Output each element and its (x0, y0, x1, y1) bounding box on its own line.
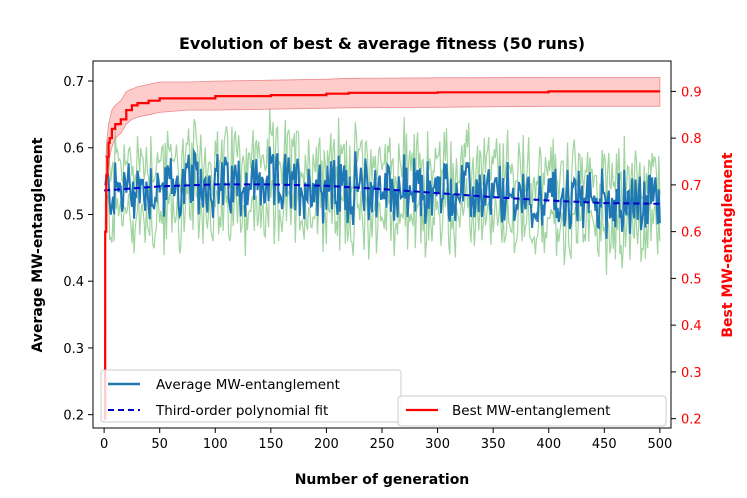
polynomial-fit-line (104, 183, 660, 205)
legend-right-box (397, 395, 667, 427)
legend-left: Average MW-entanglement Third-order poly… (100, 369, 402, 423)
legend-right: Best MW-entanglement (397, 395, 667, 427)
bands-layer (103, 77, 661, 419)
x-tick-label: 400 (536, 437, 561, 452)
y-left-tick-label: 0.5 (63, 208, 84, 223)
x-tick-label: 450 (592, 437, 617, 452)
y-right-tick-label: 0.6 (681, 226, 702, 241)
y-axis-right-ticks: 0.2 0.3 0.4 0.5 0.6 0.7 0.8 0.9 (671, 85, 702, 428)
x-tick-label: 250 (370, 437, 395, 452)
y-axis-right-label: Best MW-entanglement (720, 152, 736, 338)
best-series-line (104, 90, 660, 420)
x-tick-label: 300 (425, 437, 450, 452)
legend-average-label: Average MW-entanglement (156, 377, 340, 393)
y-left-tick-label: 0.4 (63, 275, 84, 290)
y-left-tick-label: 0.2 (63, 409, 84, 424)
x-tick-label: 150 (258, 437, 283, 452)
y-axis-left-ticks: 0.2 0.3 0.4 0.5 0.6 0.7 (63, 75, 93, 424)
chart-title: Evolution of best & average fitness (50 … (179, 34, 585, 53)
y-right-tick-label: 0.8 (681, 132, 702, 147)
x-axis-label: Number of generation (295, 472, 470, 488)
y-right-tick-label: 0.5 (681, 272, 702, 287)
best-confidence-band (103, 77, 661, 419)
y-left-tick-label: 0.6 (63, 142, 84, 157)
y-left-tick-label: 0.7 (63, 75, 84, 90)
x-tick-label: 50 (151, 437, 168, 452)
x-tick-label: 0 (100, 437, 108, 452)
average-series-line (104, 146, 661, 239)
y-axis-left-label: Average MW-entanglement (30, 137, 46, 352)
average-upper-band (104, 108, 661, 215)
legend-fit-label: Third-order polynomial fit (155, 403, 328, 419)
x-tick-label: 100 (203, 437, 228, 452)
y-right-tick-label: 0.4 (681, 319, 702, 334)
x-axis-ticks: 0 50 100 150 200 250 300 350 400 450 500 (100, 428, 672, 452)
y-right-tick-label: 0.7 (681, 179, 702, 194)
x-tick-label: 350 (481, 437, 506, 452)
x-tick-label: 500 (647, 437, 672, 452)
y-right-tick-label: 0.3 (681, 366, 702, 381)
y-right-tick-label: 0.9 (681, 85, 702, 100)
x-tick-label: 200 (314, 437, 339, 452)
y-right-tick-label: 0.2 (681, 413, 702, 428)
y-left-tick-label: 0.3 (63, 342, 84, 357)
legend-best-label: Best MW-entanglement (452, 403, 610, 419)
lines-layer (104, 90, 661, 420)
